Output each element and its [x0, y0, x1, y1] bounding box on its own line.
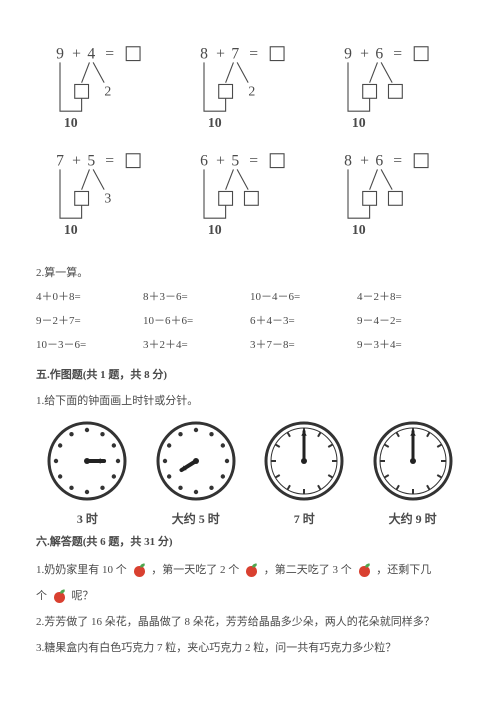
- q1-part-d: ，还剩下几: [376, 564, 431, 576]
- clock-block: 大约 9 时: [361, 418, 464, 527]
- svg-text:8: 8: [344, 153, 352, 170]
- svg-text:=: =: [393, 153, 402, 170]
- section5-heading: 五.作图题(共 1 题，共 8 分): [36, 366, 464, 382]
- svg-text:6: 6: [375, 46, 383, 63]
- clock-face: [153, 418, 239, 504]
- svg-text:+: +: [216, 46, 225, 63]
- calc-expression: 9－2＋7=: [36, 312, 143, 328]
- svg-text:9: 9: [56, 46, 64, 63]
- calc-title: 2.算一算。: [36, 264, 464, 280]
- calc-expression: 6＋4－3=: [250, 312, 357, 328]
- q1-part-c: ，第二天吃了 3 个: [264, 564, 352, 576]
- q1-part-a: 1.奶奶家里有 10 个: [36, 564, 127, 576]
- svg-text:+: +: [360, 46, 369, 63]
- apple-icon: [133, 564, 146, 577]
- svg-text:=: =: [393, 46, 402, 63]
- make10-problem: 7 +5 = 3 10: [36, 151, 176, 243]
- svg-text:8: 8: [200, 46, 208, 63]
- make10-grid: 9 +4 = 2 10 8 +7 = 2 10 9 +6 = 10 7 +5 = 3 10 6 +5 = 10 8 +6 = 10: [36, 44, 464, 246]
- svg-text:+: +: [72, 153, 81, 170]
- clock-face: [44, 418, 130, 504]
- clock-face: [261, 418, 347, 504]
- svg-text:+: +: [360, 153, 369, 170]
- calc-expression: 3＋2＋4=: [143, 336, 250, 352]
- make10-problem: 9 +6 = 10: [324, 44, 464, 136]
- clock-label: 大约 9 时: [361, 510, 464, 527]
- svg-text:7: 7: [231, 46, 239, 63]
- svg-text:3: 3: [104, 191, 111, 206]
- calc-expression: 10－4－6=: [250, 288, 357, 304]
- svg-text:=: =: [105, 46, 114, 63]
- q1-part-f: 个: [36, 590, 47, 602]
- calc-expression: 4＋0＋8=: [36, 288, 143, 304]
- clock-block: 大约 5 时: [144, 418, 247, 527]
- calc-expression: 3＋7－8=: [250, 336, 357, 352]
- apple-icon: [245, 564, 258, 577]
- clock-block: 7 时: [253, 418, 356, 527]
- svg-text:+: +: [72, 46, 81, 63]
- calc-expression: 4－2＋8=: [357, 288, 464, 304]
- calc-expression: 9－3＋4=: [357, 336, 464, 352]
- svg-text:10: 10: [64, 115, 78, 130]
- make10-problem: 8 +7 = 2 10: [180, 44, 320, 136]
- clock-block: 3 时: [36, 418, 139, 527]
- section6-q1: 1.奶奶家里有 10 个 ，第一天吃了 2 个 ，第二天吃了 3 个 ，还剩下几: [36, 559, 464, 581]
- clock-face: [370, 418, 456, 504]
- svg-text:2: 2: [248, 84, 255, 99]
- svg-text:=: =: [249, 46, 258, 63]
- svg-text:6: 6: [200, 153, 208, 170]
- section6-heading: 六.解答题(共 6 题，共 31 分): [36, 533, 464, 549]
- svg-text:10: 10: [208, 222, 222, 237]
- apple-icon: [53, 590, 66, 603]
- calc-expression: 8＋3－6=: [143, 288, 250, 304]
- svg-text:10: 10: [64, 222, 78, 237]
- svg-text:=: =: [249, 153, 258, 170]
- svg-text:7: 7: [56, 153, 64, 170]
- make10-problem: 8 +6 = 10: [324, 151, 464, 243]
- make10-problem: 6 +5 = 10: [180, 151, 320, 243]
- svg-text:=: =: [105, 153, 114, 170]
- section6-q1-line2: 个 呢？: [36, 585, 464, 607]
- svg-text:+: +: [216, 153, 225, 170]
- svg-text:6: 6: [375, 153, 383, 170]
- apple-icon: [358, 564, 371, 577]
- svg-text:10: 10: [352, 222, 366, 237]
- clock-label: 3 时: [36, 510, 139, 527]
- svg-text:10: 10: [208, 115, 222, 130]
- svg-text:10: 10: [352, 115, 366, 130]
- calc-expression: 10－3－6=: [36, 336, 143, 352]
- svg-text:4: 4: [87, 46, 95, 63]
- clock-label: 大约 5 时: [144, 510, 247, 527]
- section6-q2: 2.芳芳做了 16 朵花，晶晶做了 8 朵花，芳芳给晶晶多少朵，两人的花朵就同样…: [36, 611, 464, 633]
- clock-label: 7 时: [253, 510, 356, 527]
- section6-q3: 3.糖果盒内有白色巧克力 7 粒，夹心巧克力 2 粒，问一共有巧克力多少粒？: [36, 637, 464, 659]
- q1-part-b: ，第一天吃了 2 个: [151, 564, 239, 576]
- clocks-row: 3 时大约 5 时 7 时大约 9 时: [36, 418, 464, 527]
- make10-problem: 9 +4 = 2 10: [36, 44, 176, 136]
- calc-grid: 4＋0＋8=8＋3－6=10－4－6=4－2＋8= 9－2＋7=10－6＋6=6＋…: [36, 288, 464, 352]
- q1-part-e: 呢？: [72, 590, 94, 602]
- svg-text:2: 2: [104, 84, 111, 99]
- svg-text:9: 9: [344, 46, 352, 63]
- svg-text:5: 5: [87, 153, 95, 170]
- section5-q1: 1.给下面的钟面画上时针或分针。: [36, 392, 464, 408]
- calc-expression: 9－4－2=: [357, 312, 464, 328]
- svg-text:5: 5: [231, 153, 239, 170]
- calc-expression: 10－6＋6=: [143, 312, 250, 328]
